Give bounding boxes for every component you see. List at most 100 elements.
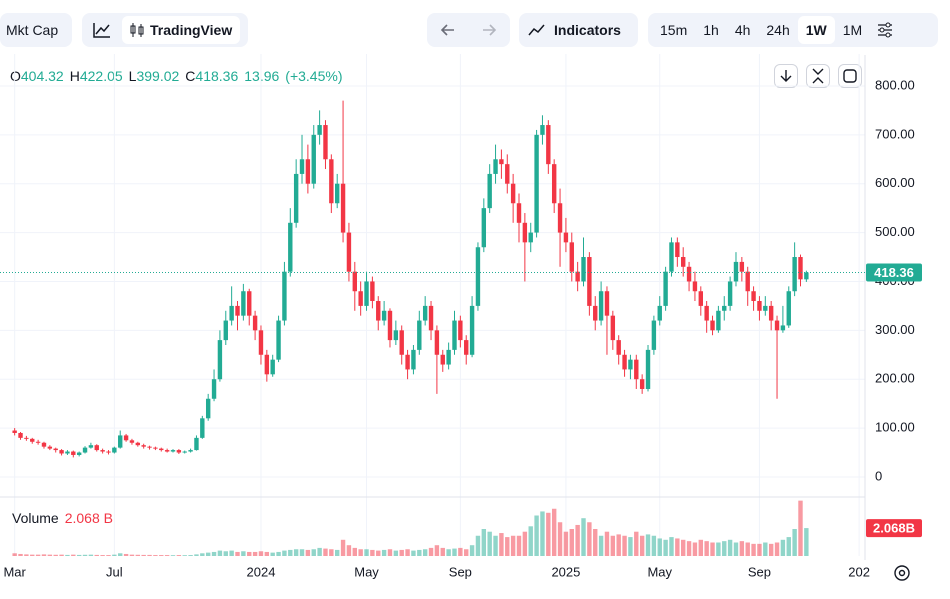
volume-bar <box>112 554 117 556</box>
volume-bar <box>587 522 592 556</box>
volume-bar <box>434 545 440 556</box>
volume-bar <box>323 548 328 556</box>
volume-bar <box>65 554 70 556</box>
volume-bar <box>223 551 228 556</box>
volume-bar <box>464 549 469 556</box>
ohlc-value: 404.32 <box>20 68 64 84</box>
candle-body <box>698 291 703 306</box>
volume-bar <box>780 539 786 556</box>
collapse-button[interactable] <box>806 64 830 88</box>
volume-bar <box>153 555 158 556</box>
volume-bar <box>147 554 152 556</box>
reset-button[interactable] <box>838 64 862 88</box>
candle-body <box>305 159 311 184</box>
candle-body <box>106 451 111 453</box>
candle-body <box>24 437 29 439</box>
timeframe-button[interactable]: 1M <box>842 22 863 38</box>
volume-bar <box>686 541 692 556</box>
volume-bar <box>704 541 709 556</box>
volume-bar <box>516 535 522 556</box>
candle-body <box>440 354 445 365</box>
volume-bar <box>352 547 357 556</box>
volume-bar <box>252 551 258 556</box>
candle-body <box>241 291 246 316</box>
candle-body <box>745 271 750 292</box>
candle-body <box>763 305 768 311</box>
volume-bar <box>399 549 404 556</box>
candle-body <box>188 450 193 452</box>
timeframe-button[interactable]: 15m <box>660 22 688 38</box>
ohlc-key: O <box>10 68 21 84</box>
volume-bar <box>505 537 510 556</box>
redo-button[interactable] <box>479 20 499 40</box>
candle-body <box>405 354 410 370</box>
line-chart-icon[interactable] <box>82 13 122 47</box>
candle-body <box>634 359 639 380</box>
x-tick-label: Sep <box>748 564 771 579</box>
candle-body <box>376 301 381 321</box>
volume-bar <box>135 554 141 556</box>
candle-body <box>417 320 422 350</box>
candle-icon <box>130 23 144 37</box>
x-tick-label: 2025 <box>551 564 580 579</box>
candle-body <box>223 320 228 341</box>
candle-body <box>446 349 451 365</box>
candle-body <box>129 440 135 443</box>
timeframe-button[interactable]: 24h <box>766 22 790 38</box>
volume-bar <box>499 533 504 556</box>
settings-gear[interactable] <box>891 562 913 584</box>
x-tick-label: May <box>354 564 379 579</box>
candle-body <box>94 445 99 451</box>
timeframe-button[interactable]: 1h <box>703 22 719 38</box>
volume-bar <box>663 539 668 556</box>
candle-body <box>176 450 182 453</box>
candle-body <box>135 442 141 446</box>
volume-bar <box>264 551 270 556</box>
y-tick-label: 500.00 <box>875 224 915 239</box>
candle-body <box>317 125 322 135</box>
volume-bar <box>569 529 574 556</box>
volume-bar <box>411 550 416 556</box>
volume-bar <box>452 548 457 556</box>
undo-button[interactable] <box>438 20 458 40</box>
volume-bar <box>364 549 369 556</box>
volume-bar <box>458 547 463 556</box>
volume-bar <box>200 553 205 556</box>
candle-body <box>522 222 528 243</box>
last-price-tag-bg <box>866 263 922 282</box>
candle-body <box>370 281 375 302</box>
button-label: TradingView <box>150 22 233 38</box>
candle-body <box>30 438 35 442</box>
y-tick-label: 100.00 <box>875 420 915 435</box>
y-tick-label: 800.00 <box>875 77 915 92</box>
settings-icon[interactable] <box>870 20 900 40</box>
y-tick-label: 0 <box>875 468 882 483</box>
candle-body <box>774 320 780 331</box>
volume-bar <box>751 543 756 556</box>
indicators-button[interactable]: Indicators <box>519 13 638 47</box>
candle-body <box>393 330 399 341</box>
candle-body <box>510 183 516 204</box>
indicators-icon <box>528 24 545 36</box>
candle-body <box>469 305 475 355</box>
candle-body <box>141 445 146 447</box>
volume-bar <box>487 531 492 556</box>
volume-bar <box>786 537 791 556</box>
candle-body <box>100 450 105 452</box>
timeframe-button[interactable]: 1W <box>797 16 835 44</box>
mkt-cap-button[interactable]: Mkt Cap <box>0 13 72 47</box>
volume-bar <box>557 522 563 556</box>
scroll-down-button[interactable] <box>774 64 798 88</box>
candle-body <box>159 448 164 451</box>
timeframe-button[interactable]: 4h <box>734 22 751 38</box>
candle-body <box>704 305 709 321</box>
candle-body <box>540 125 545 135</box>
candle-body <box>551 164 557 204</box>
volume-bar <box>241 551 246 556</box>
x-tick-label: Mar <box>3 564 26 579</box>
tradingview-button[interactable]: TradingView <box>122 16 241 44</box>
candle-body <box>112 447 117 453</box>
volume-bar <box>575 524 580 556</box>
candle-body <box>458 320 463 341</box>
candle-body <box>270 359 275 375</box>
